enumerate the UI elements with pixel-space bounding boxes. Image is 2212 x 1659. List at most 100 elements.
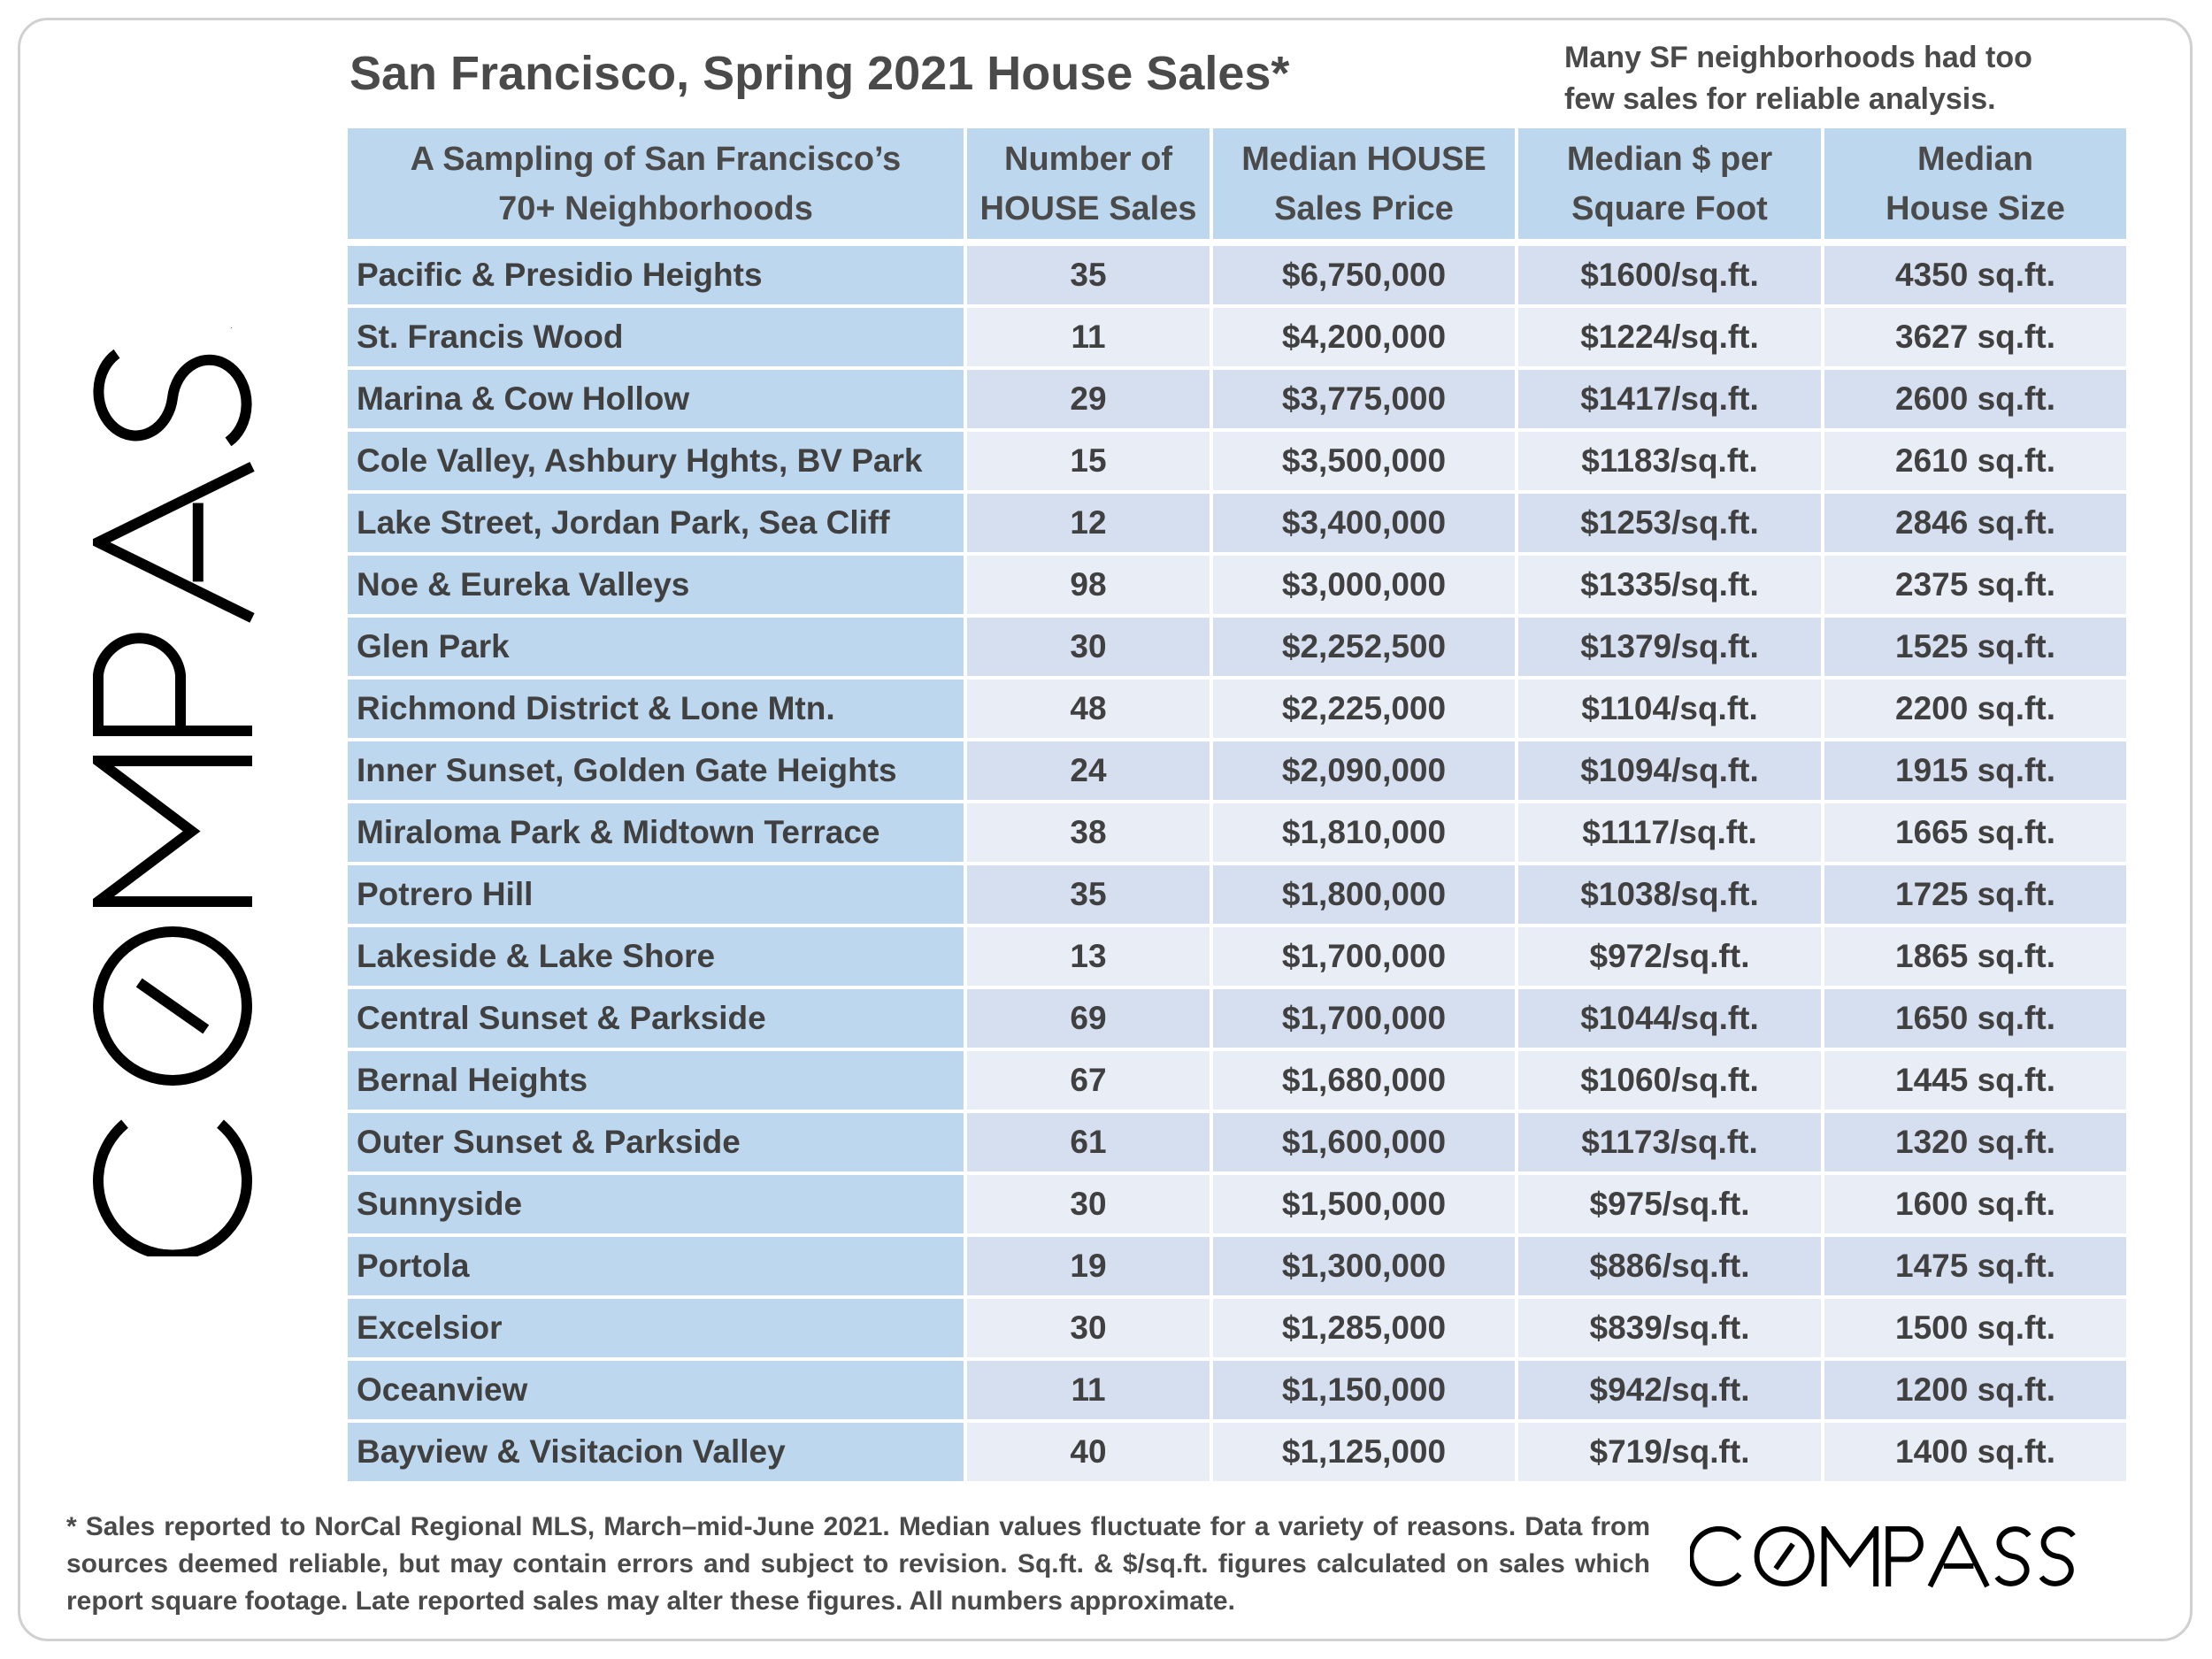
table-row: Portola 19 $1,300,000 $886/sq.ft. 1475 sq.ft…	[348, 1237, 2126, 1299]
table-row: Noe & Eureka Valleys 98 $3,000,000 $1335/sq…	[348, 556, 2126, 618]
value-cell: $1379/sq.ft.	[1518, 618, 1824, 680]
neighborhood-cell: Cole Valley, Ashbury Hghts, BV Park	[348, 432, 967, 494]
value-cell: $2,252,500	[1213, 618, 1518, 680]
table-row: Marina & Cow Hollow 29 $3,775,000 $1417/sq.…	[348, 370, 2126, 432]
value-cell: 30	[967, 1299, 1213, 1361]
logo-letter-a	[93, 462, 255, 623]
value-cell: $886/sq.ft.	[1518, 1237, 1824, 1299]
value-cell: $2,090,000	[1213, 741, 1518, 803]
value-cell: 11	[967, 308, 1213, 370]
table-row: Potrero Hill 35 $1,800,000 $1038/sq.ft. 1725…	[348, 865, 2126, 927]
value-cell: $1,600,000	[1213, 1113, 1518, 1175]
table-row: Miraloma Park & Midtown Terrace 38 $1,810,…	[348, 803, 2126, 865]
value-cell: $1417/sq.ft.	[1518, 370, 1824, 432]
column-header-line: A Sampling of San Francisco’s	[410, 140, 902, 178]
value-cell: 69	[967, 989, 1213, 1051]
value-cell: 2846 sq.ft.	[1824, 494, 2126, 556]
logo-letter-a	[1927, 1526, 1990, 1588]
value-cell: 12	[967, 494, 1213, 556]
value-cell: 2200 sq.ft.	[1824, 680, 2126, 741]
neighborhood-cell: Miraloma Park & Midtown Terrace	[348, 803, 967, 865]
table-row: Inner Sunset, Golden Gate Heights 24 $2,09…	[348, 741, 2126, 803]
table-row: Glen Park 30 $2,252,500 $1379/sq.ft. 1525 sq…	[348, 618, 2126, 680]
column-header-line: Median HOUSE	[1241, 140, 1486, 178]
neighborhood-cell: Pacific & Presidio Heights	[348, 246, 967, 308]
value-cell: $1094/sq.ft.	[1518, 741, 1824, 803]
value-cell: $1,680,000	[1213, 1051, 1518, 1113]
value-cell: 11	[967, 1361, 1213, 1423]
column-header-line: Number of	[1004, 140, 1172, 178]
value-cell: 1665 sq.ft.	[1824, 803, 2126, 865]
table-row: Lakeside & Lake Shore 13 $1,700,000 $972/sq…	[348, 927, 2126, 989]
value-cell: 24	[967, 741, 1213, 803]
value-cell: 2600 sq.ft.	[1824, 370, 2126, 432]
value-cell: $4,200,000	[1213, 308, 1518, 370]
footnote: * Sales reported to NorCal Regional MLS,…	[66, 1512, 1650, 1616]
column-header-line: Median	[1917, 140, 2033, 178]
value-cell: 35	[967, 246, 1213, 308]
neighborhood-cell: Excelsior	[348, 1299, 967, 1361]
value-cell: $1183/sq.ft.	[1518, 432, 1824, 494]
column-header-line: Square Foot	[1571, 189, 1768, 227]
value-cell: $1,150,000	[1213, 1361, 1518, 1423]
logo-letter-m	[1821, 1526, 1879, 1586]
compass-logo-horizontal	[1690, 1526, 2076, 1588]
value-cell: 1400 sq.ft.	[1824, 1423, 2126, 1485]
value-cell: 40	[967, 1423, 1213, 1485]
neighborhood-cell: Inner Sunset, Golden Gate Heights	[348, 741, 967, 803]
value-cell: $1060/sq.ft.	[1518, 1051, 1824, 1113]
neighborhood-cell: Oceanview	[348, 1361, 967, 1423]
table-row: St. Francis Wood 11 $4,200,000 $1224/sq.ft.…	[348, 308, 2126, 370]
logo-letter-o	[1754, 1526, 1815, 1586]
neighborhood-cell: Lake Street, Jordan Park, Sea Cliff	[348, 494, 967, 556]
value-cell: 30	[967, 618, 1213, 680]
value-cell: 98	[967, 556, 1213, 618]
value-cell: $1253/sq.ft.	[1518, 494, 1824, 556]
value-cell: $1335/sq.ft.	[1518, 556, 1824, 618]
value-cell: 15	[967, 432, 1213, 494]
value-cell: 67	[967, 1051, 1213, 1113]
value-cell: 1500 sq.ft.	[1824, 1299, 2126, 1361]
value-cell: 1600 sq.ft.	[1824, 1175, 2126, 1237]
value-cell: $1,500,000	[1213, 1175, 1518, 1237]
value-cell: 61	[967, 1113, 1213, 1175]
value-cell: 2610 sq.ft.	[1824, 432, 2126, 494]
value-cell: 1865 sq.ft.	[1824, 927, 2126, 989]
table-row: Pacific & Presidio Heights 35 $6,750,000 $1…	[348, 246, 2126, 308]
column-header-line: Sales Price	[1274, 189, 1454, 227]
logo-letter-s	[1994, 1526, 2032, 1586]
neighborhood-cell: Glen Park	[348, 618, 967, 680]
value-cell: $1,285,000	[1213, 1299, 1518, 1361]
value-cell: $1117/sq.ft.	[1518, 803, 1824, 865]
table-row: Oceanview 11 $1,150,000 $942/sq.ft. 1200 sq.…	[348, 1361, 2126, 1423]
value-cell: $1038/sq.ft.	[1518, 865, 1824, 927]
value-cell: $1224/sq.ft.	[1518, 308, 1824, 370]
compass-logo-vertical	[93, 327, 255, 1256]
logo-letter-s	[93, 349, 252, 447]
chart-title: San Francisco, Spring 2021 House Sales*	[349, 47, 1290, 100]
table-row: Excelsior 30 $1,285,000 $839/sq.ft. 1500 sq.…	[348, 1299, 2126, 1361]
value-cell: $1600/sq.ft.	[1518, 246, 1824, 308]
logo-letter-c	[1690, 1526, 1742, 1586]
column-header: A Sampling of San Francisco’s 70+ Neighbo…	[348, 128, 967, 246]
column-header-line: 70+ Neighborhoods	[498, 189, 813, 227]
sample-size-note: Many SF neighborhoods had too few sales …	[1564, 41, 2032, 116]
value-cell: $975/sq.ft.	[1518, 1175, 1824, 1237]
value-cell: $3,000,000	[1213, 556, 1518, 618]
table-header-row: A Sampling of San Francisco’s 70+ Neighbo…	[348, 128, 2126, 246]
value-cell: 19	[967, 1237, 1213, 1299]
column-header: Median House Size	[1824, 128, 2126, 246]
value-cell: $3,775,000	[1213, 370, 1518, 432]
table-row: Sunnyside 30 $1,500,000 $975/sq.ft. 1600 sq.…	[348, 1175, 2126, 1237]
table-row: Lake Street, Jordan Park, Sea Cliff 12 $3,…	[348, 494, 2126, 556]
neighborhood-cell: Outer Sunset & Parkside	[348, 1113, 967, 1175]
value-cell: $3,500,000	[1213, 432, 1518, 494]
value-cell: 1475 sq.ft.	[1824, 1237, 2126, 1299]
column-header: Median HOUSE Sales Price	[1213, 128, 1518, 246]
logo-letter-p	[93, 633, 252, 736]
column-header-line: House Size	[1886, 189, 2065, 227]
value-cell: 1650 sq.ft.	[1824, 989, 2126, 1051]
value-cell: $1,810,000	[1213, 803, 1518, 865]
value-cell: $839/sq.ft.	[1518, 1299, 1824, 1361]
neighborhood-cell: Bayview & Visitacion Valley	[348, 1423, 967, 1485]
